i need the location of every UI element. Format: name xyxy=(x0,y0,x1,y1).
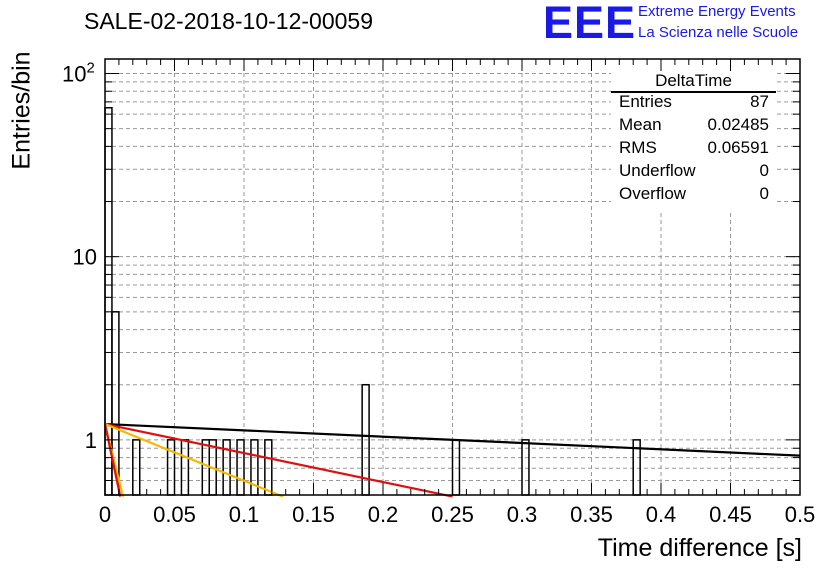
x-tick-label: 0.5 xyxy=(785,502,816,527)
x-tick-label: 0.45 xyxy=(709,502,752,527)
stats-label: RMS xyxy=(619,138,657,157)
x-axis-title: Time difference [s] xyxy=(597,534,802,562)
stats-label: Entries xyxy=(619,92,672,111)
stats-value: 87 xyxy=(750,92,769,111)
x-tick-label: 0.4 xyxy=(646,502,677,527)
x-tick-label: 0 xyxy=(99,502,111,527)
stats-row-underflow: Underflow 0 xyxy=(619,161,769,183)
x-tick-label: 0.05 xyxy=(153,502,196,527)
stats-divider xyxy=(611,91,776,93)
stats-value: 0.06591 xyxy=(707,138,769,157)
stats-row-mean: Mean 0.02485 xyxy=(619,115,769,137)
logo-text-line2: La Scienza nelle Scuole xyxy=(638,24,799,41)
stats-value: 0 xyxy=(759,184,769,203)
stats-label: Overflow xyxy=(619,184,687,203)
x-tick-label: 0.25 xyxy=(431,502,474,527)
stats-row-rms: RMS 0.06591 xyxy=(619,138,769,160)
stats-label: Mean xyxy=(619,115,662,134)
stats-label: Underflow xyxy=(619,161,696,180)
x-tick-label: 0.2 xyxy=(368,502,399,527)
eee-logo-mark: EEE xyxy=(543,0,637,48)
fit-line xyxy=(104,422,801,457)
stats-row-overflow: Overflow 0 xyxy=(619,184,769,206)
stats-row-entries: Entries 87 xyxy=(619,92,769,114)
chart-title: SALE-02-2018-10-12-00059 xyxy=(84,8,373,34)
y-tick-label: 1 xyxy=(85,428,97,453)
y-axis-title: Entries/bin xyxy=(7,51,36,170)
logo-text-line1: Extreme Energy Events xyxy=(638,3,796,20)
fit-line xyxy=(103,423,122,497)
stats-value: 0.02485 xyxy=(707,115,769,134)
x-tick-label: 0.15 xyxy=(292,502,335,527)
stats-value: 0 xyxy=(759,161,769,180)
stats-box: DeltaTime Entries 87 Mean 0.02485 RMS 0.… xyxy=(611,71,776,211)
fit-line xyxy=(104,422,453,498)
fit-line xyxy=(104,423,284,498)
x-tick-label: 0.35 xyxy=(570,502,613,527)
x-tick-label: 0.3 xyxy=(507,502,538,527)
stats-title: DeltaTime xyxy=(655,71,732,90)
y-tick-label: 10 xyxy=(73,245,97,270)
y-tick-label: 102 xyxy=(62,60,95,87)
x-tick-label: 0.1 xyxy=(229,502,260,527)
